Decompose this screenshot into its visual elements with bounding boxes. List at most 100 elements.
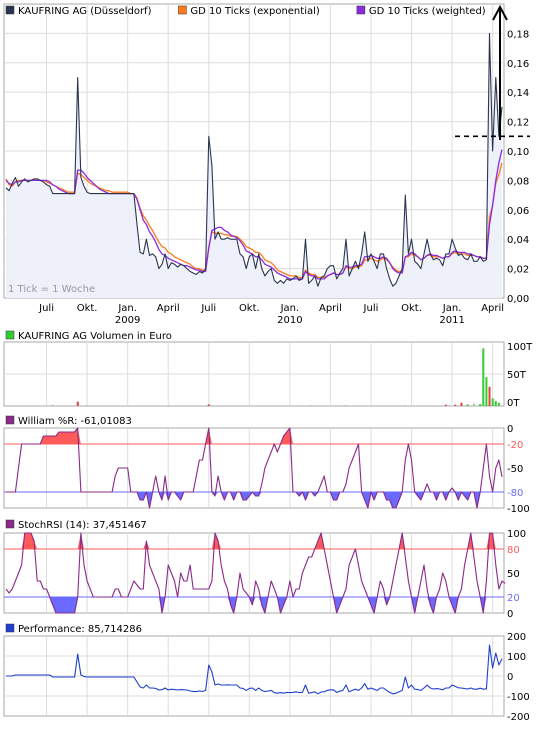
legend-swatch: [5, 623, 15, 633]
volume-bar: [76, 401, 79, 406]
legend-label: KAUFRING AG (Düsseldorf): [18, 6, 152, 17]
price-panel: 0,00 0,02 0,04 0,06 0,08 0,10 0,12 0,14 0,16 0,18…: [3, 3, 530, 326]
x-tick-label: Okt.: [77, 303, 98, 314]
x-tick-label: Juli: [363, 303, 379, 314]
volume-bar: [345, 405, 348, 406]
legend-swatch: [5, 519, 15, 529]
y-tick-label: 0,08: [507, 176, 529, 187]
volume-bar: [404, 405, 407, 406]
y-tick-label: 100T: [507, 342, 533, 353]
indicator-line: [6, 644, 503, 695]
y-tick-label: -100: [507, 504, 530, 515]
x-tick-label: Jan.: [117, 303, 137, 314]
stochrsi-line: [5, 532, 506, 614]
volume-bar: [167, 405, 170, 406]
x-tick-label: Okt.: [239, 303, 260, 314]
y-tick-label: 0,06: [507, 206, 529, 217]
volume-bar: [466, 404, 469, 406]
price-y-ticks: 0,00 0,02 0,04 0,06 0,08 0,10 0,12 0,14 0,16 0,18: [507, 29, 529, 305]
williams-y-ticks: 0 -20 -50 -80 -100: [507, 424, 530, 515]
performance-gridlines: [4, 636, 504, 716]
y-tick-label: 0T: [507, 398, 520, 409]
volume-y-ticks: 100T 50T 0T: [507, 342, 533, 409]
y-tick-label: -200: [507, 712, 530, 723]
volume-bar: [460, 402, 463, 406]
y-tick-label: 0,14: [507, 88, 529, 99]
legend-label: GD 10 Ticks (weighted): [369, 6, 486, 17]
legend-label: KAUFRING AG Volumen in Euro: [18, 331, 172, 342]
y-tick-label: -80: [507, 488, 523, 499]
y-tick-label: 0,02: [507, 265, 529, 276]
volume-bar: [479, 404, 482, 406]
trend-arrow: [492, 4, 508, 140]
y-tick-label: 0,18: [507, 29, 529, 40]
performance-legend: Performance: 85,714286: [5, 623, 142, 635]
volume-bar: [485, 377, 488, 406]
volume-bar: [454, 404, 457, 406]
y-tick-label: 20: [507, 593, 520, 604]
volume-bar: [494, 400, 497, 406]
volume-legend: KAUFRING AG Volumen in Euro: [5, 330, 172, 342]
volume-bar: [444, 404, 447, 406]
volume-bar: [210, 405, 213, 406]
y-tick-label: 100: [507, 529, 526, 540]
y-tick-label: 0: [507, 672, 513, 683]
volume-bar: [482, 348, 485, 406]
volume-bar: [310, 405, 313, 406]
x-tick-label: Juli: [38, 303, 54, 314]
legend-swatch: [356, 5, 366, 15]
price-legend: KAUFRING AG (Düsseldorf) GD 10 Ticks (exp…: [5, 5, 486, 17]
volume-bar: [497, 402, 500, 406]
x-tick-year: 2009: [115, 315, 140, 326]
stochrsi-y-ticks: 100 80 50 20 0: [507, 529, 526, 620]
volume-bar: [86, 405, 89, 406]
legend-label: William %R: -61,01083: [18, 416, 132, 427]
volume-bars: [51, 348, 500, 406]
series-price: [5, 32, 503, 287]
x-tick-label: Jan.: [280, 303, 300, 314]
indicator-line: [6, 427, 503, 509]
y-tick-label: 0,00: [507, 294, 529, 305]
y-tick-label: -50: [507, 464, 523, 475]
price-lines: [5, 32, 503, 287]
y-tick-label: 0,12: [507, 118, 529, 129]
volume-bar: [207, 404, 210, 406]
y-tick-label: 0,04: [507, 235, 529, 246]
volume-bar: [472, 403, 475, 406]
x-tick-label: Juli: [200, 303, 216, 314]
price-area-fill: [6, 33, 502, 299]
x-tick-year: 2011: [439, 315, 464, 326]
y-tick-label: 50T: [507, 370, 527, 381]
legend-swatch: [178, 5, 187, 15]
y-tick-label: 0,16: [507, 59, 529, 70]
legend-swatch: [5, 5, 15, 15]
price-area: [6, 33, 502, 299]
y-tick-label: 0: [507, 609, 513, 620]
x-tick-label: April: [319, 303, 342, 314]
x-tick-label: April: [157, 303, 180, 314]
y-tick-label: 200: [507, 632, 526, 643]
volume-panel: 100T 50T 0T KAUFRING AG Volumen in Euro: [3, 330, 533, 409]
y-tick-label: 0,10: [507, 147, 529, 158]
legend-swatch: [5, 415, 15, 425]
legend-label: GD 10 Ticks (exponential): [190, 6, 319, 17]
williams-line: [6, 427, 503, 509]
legend-swatch: [5, 330, 15, 340]
performance-panel: 200 100 0 -100 -200 Performance: 85,714286: [3, 623, 530, 723]
x-tick-label: Okt.: [401, 303, 422, 314]
indicator-line: [5, 532, 506, 614]
y-tick-label: -20: [507, 440, 523, 451]
x-tick-label: Jan.: [442, 303, 462, 314]
y-tick-label: -100: [507, 692, 530, 703]
y-tick-label: 50: [507, 569, 520, 580]
y-tick-label: 0: [507, 424, 513, 435]
x-tick-year: 2010: [277, 315, 302, 326]
legend-label: Performance: 85,714286: [18, 624, 142, 635]
volume-bar: [491, 398, 494, 406]
volume-bar: [51, 404, 54, 406]
volume-bar: [488, 386, 491, 406]
y-tick-label: 80: [507, 545, 520, 556]
tick-note: 1 Tick = 1 Woche: [8, 284, 95, 295]
